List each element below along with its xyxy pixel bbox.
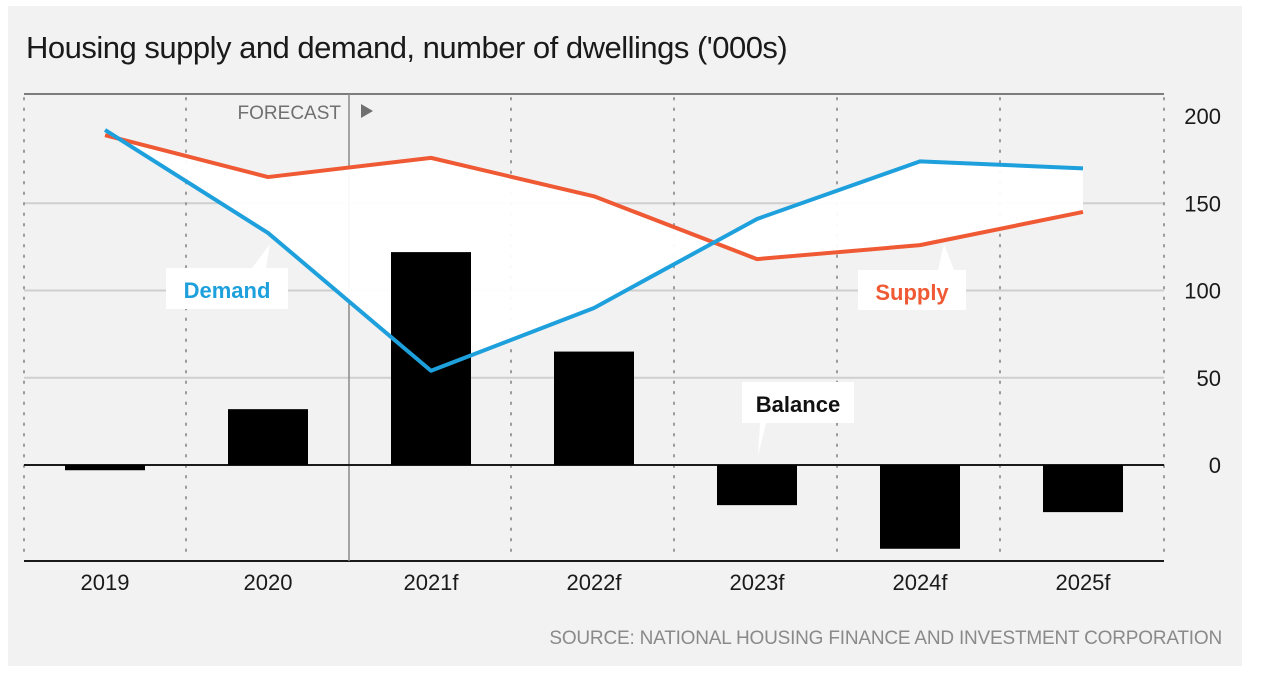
balance-callout-box	[742, 382, 854, 456]
y-tick-label-150: 150	[1184, 191, 1221, 216]
supply-line	[104, 133, 1084, 262]
demand-line	[103, 128, 1084, 373]
demand-callout-box	[166, 244, 288, 309]
x-tick-label-2021f: 2021f	[403, 570, 459, 595]
balance-bar-2024f	[880, 465, 960, 549]
chart-plot: FORECAST Demand Supply Balance 200 150 100 50 0 2…	[23, 93, 1221, 595]
supply-legend-label: Supply	[875, 280, 949, 305]
y-tick-label-0: 0	[1209, 453, 1221, 478]
balance-legend-label: Balance	[756, 392, 840, 417]
x-tick-label-2019: 2019	[81, 570, 130, 595]
x-tick-label-2024f: 2024f	[892, 570, 948, 595]
balance-bar-2023f	[717, 465, 797, 506]
demand-legend-label: Demand	[184, 278, 271, 303]
balance-bar-2022f	[554, 351, 634, 465]
balance-bar-2020	[228, 409, 308, 465]
chart-card: Housing supply and demand, number of dwe…	[8, 6, 1242, 666]
balance-bar-2019	[65, 465, 145, 471]
y-tick-label-50: 50	[1197, 366, 1221, 391]
x-tick-label-2025f: 2025f	[1055, 570, 1111, 595]
demand-supply-gap-area	[105, 129, 1083, 371]
x-tick-label-2020: 2020	[244, 570, 293, 595]
forecast-arrow-icon	[361, 104, 373, 118]
x-tick-label-2023f: 2023f	[729, 570, 785, 595]
supply-callout-box	[858, 244, 966, 310]
chart-source: SOURCE: NATIONAL HOUSING FINANCE AND INV…	[549, 628, 1222, 649]
forecast-label: FORECAST	[238, 103, 342, 124]
balance-bar-2025f	[1043, 465, 1123, 513]
x-tick-label-2022f: 2022f	[566, 570, 622, 595]
y-tick-label-100: 100	[1184, 279, 1221, 304]
y-tick-label-200: 200	[1184, 104, 1221, 129]
chart-title: Housing supply and demand, number of dwe…	[26, 30, 788, 65]
